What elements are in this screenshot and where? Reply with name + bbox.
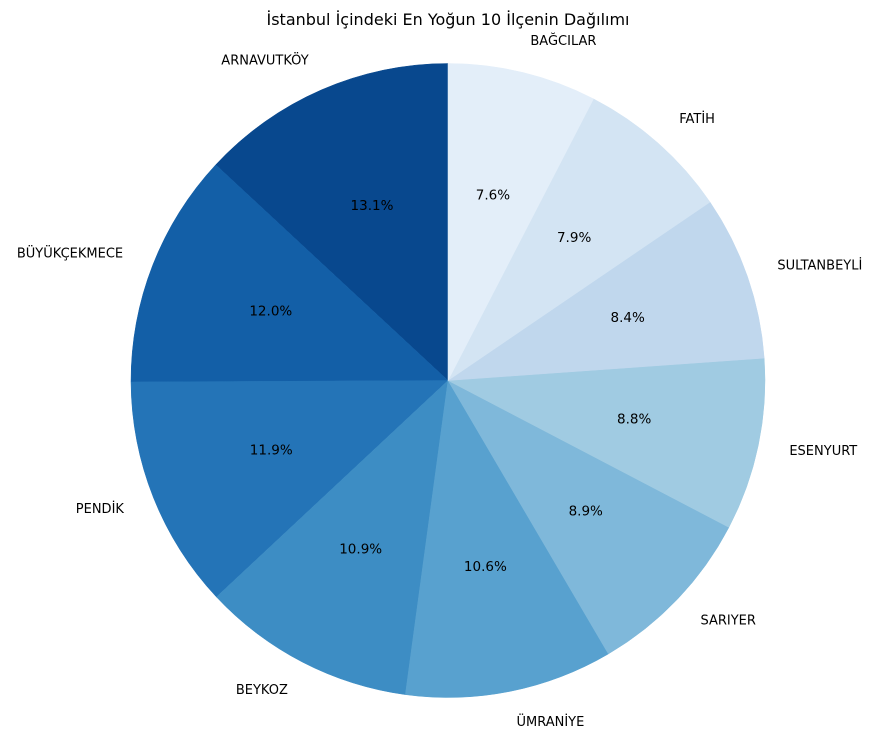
percentage-label: 13.1% [351,198,394,214]
percentage-label: 8.9% [569,504,603,520]
percentage-label: 12.0% [249,303,292,319]
slice-büyükçekmece [130,164,449,383]
category-label: ARNAVUTKÖY [221,51,308,68]
slice-sariyer [447,379,730,655]
category-label: PENDİK [76,501,125,517]
percentage-label: 7.9% [557,230,591,246]
category-label: FATİH [679,111,715,127]
slice-sultanbeyli- [447,201,765,381]
percentage-labels: 13.1% 12.0% 11.9% 10.9% 10.6% 8.9% 8.8% 8.4% 7.9… [249,188,651,575]
category-label: ÜMRANİYE [516,713,584,730]
percentage-label: 7.6% [476,188,510,204]
category-label: ESENYURT [789,444,857,459]
percentage-label: 10.9% [339,541,382,557]
percentage-label: 10.6% [464,559,507,575]
slice-arnavutköy [215,63,449,382]
percentage-label: 8.8% [617,411,651,427]
slice-fati-h [447,98,711,381]
category-label: BÜYÜKÇEKMECE [17,244,123,261]
percentage-label: 11.9% [250,443,293,459]
category-label: SARIYER [700,613,755,628]
category-labels: ARNAVUTKÖY BÜYÜKÇEKMECE PENDİK BEYKOZ ÜMRANİ… [17,33,862,730]
pie-slices [130,63,766,698]
category-label: BEYKOZ [236,683,288,698]
slice-ümrani-ye [405,379,609,698]
percentage-label: 8.4% [611,310,645,326]
slice-beykoz [216,379,449,695]
chart-title: İstanbul İçindeki En Yoğun 10 İlçenin Da… [266,10,629,29]
category-label: SULTANBEYLİ [777,258,862,274]
category-label: BAĞCILAR [530,33,596,49]
slice-bağcilar [447,63,594,381]
slice-esenyurt [447,357,766,528]
slice-pendi-k [130,380,449,598]
